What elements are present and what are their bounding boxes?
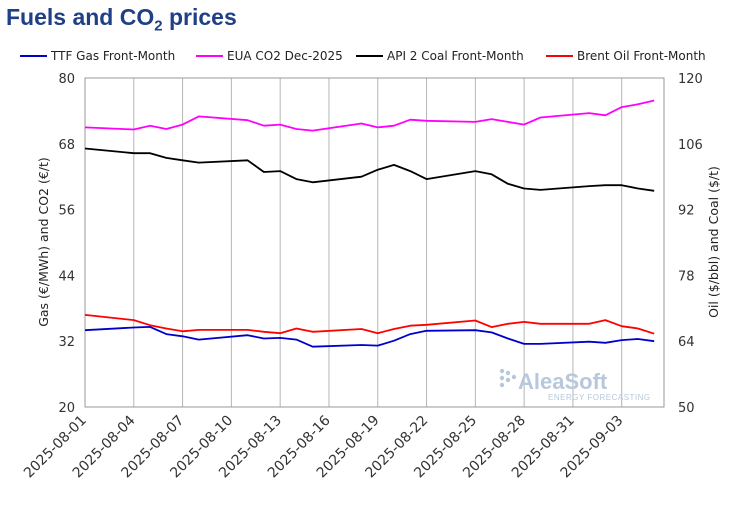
legend-label-ttf: TTF Gas Front-Month: [50, 49, 175, 63]
series-line-ttf-gas-front-month: [84, 325, 655, 348]
y-ticks-right: 50 64 78 92 106 120: [678, 72, 703, 416]
y-tick-right: 64: [678, 335, 695, 350]
legend: TTF Gas Front-Month EUA CO2 Dec-2025 API…: [20, 49, 706, 63]
watermark-tagline: ENERGY FORECASTING: [548, 393, 651, 402]
watermark: AleaSoft ENERGY FORECASTING: [499, 368, 651, 402]
y-tick-left: 80: [58, 72, 75, 87]
y-tick-right: 50: [678, 401, 695, 416]
title-main: Fuels and CO: [6, 4, 155, 30]
title-subscript: 2: [154, 17, 163, 35]
y-tick-right: 78: [678, 269, 695, 284]
plot-area: [84, 77, 665, 408]
legend-label-coal: API 2 Coal Front-Month: [387, 49, 524, 63]
title-suffix: prices: [162, 4, 237, 30]
y-axis-title-right: Oil ($/bbl) and Coal ($/t): [706, 166, 721, 318]
grid-lines: [84, 78, 623, 407]
y-tick-left: 56: [58, 204, 75, 219]
legend-label-brent: Brent Oil Front-Month: [577, 49, 706, 63]
y-axis-title-left: Gas (€/MWh) and CO2 (€/t): [36, 157, 51, 327]
series-lines: [84, 99, 655, 348]
y-tick-left: 68: [58, 138, 75, 153]
series-line-brent-oil-front-month: [84, 314, 655, 335]
series-line-eua-co2-dec-2025: [84, 99, 655, 132]
y-tick-left: 32: [58, 335, 75, 350]
watermark-brand: AleaSoft: [518, 369, 608, 394]
y-tick-right: 92: [678, 204, 695, 219]
chart-title: Fuels and CO2 prices: [6, 4, 237, 35]
y-tick-right: 120: [678, 72, 703, 87]
y-tick-right: 106: [678, 138, 703, 153]
x-ticks: 2025-08-012025-08-042025-08-072025-08-10…: [21, 412, 627, 481]
y-tick-left: 44: [58, 269, 75, 284]
y-tick-left: 20: [58, 401, 75, 416]
series-line-api-2-coal-front-month: [84, 147, 655, 192]
legend-label-eua: EUA CO2 Dec-2025: [227, 49, 343, 63]
y-ticks-left: 20 32 44 56 68 80: [58, 72, 75, 416]
